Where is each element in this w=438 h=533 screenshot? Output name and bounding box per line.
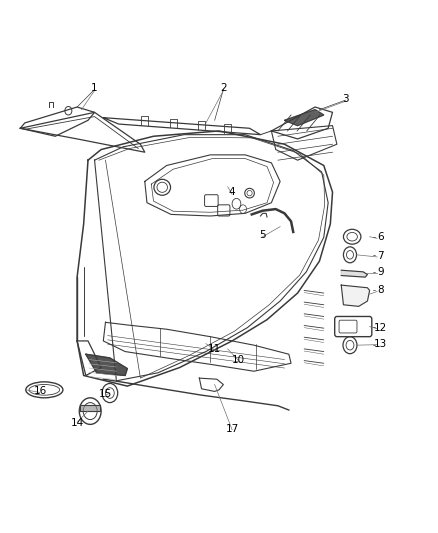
Text: 12: 12 xyxy=(374,322,387,333)
Polygon shape xyxy=(285,110,324,126)
Text: 6: 6 xyxy=(377,232,384,243)
Text: 14: 14 xyxy=(71,418,84,429)
Text: 16: 16 xyxy=(33,386,46,397)
Text: 1: 1 xyxy=(91,83,98,93)
Text: 15: 15 xyxy=(99,389,112,399)
Text: 17: 17 xyxy=(226,424,239,434)
Polygon shape xyxy=(341,285,370,306)
Text: 8: 8 xyxy=(377,286,384,295)
Text: 13: 13 xyxy=(374,338,387,349)
Text: 5: 5 xyxy=(259,230,266,240)
Polygon shape xyxy=(86,354,127,375)
Text: 10: 10 xyxy=(232,354,245,365)
Polygon shape xyxy=(80,405,100,411)
Text: 11: 11 xyxy=(208,344,221,354)
Text: 4: 4 xyxy=(229,187,235,197)
Polygon shape xyxy=(341,270,367,277)
Text: 2: 2 xyxy=(220,83,227,93)
Text: 7: 7 xyxy=(377,251,384,261)
Text: 9: 9 xyxy=(377,267,384,277)
Text: 3: 3 xyxy=(343,94,349,104)
